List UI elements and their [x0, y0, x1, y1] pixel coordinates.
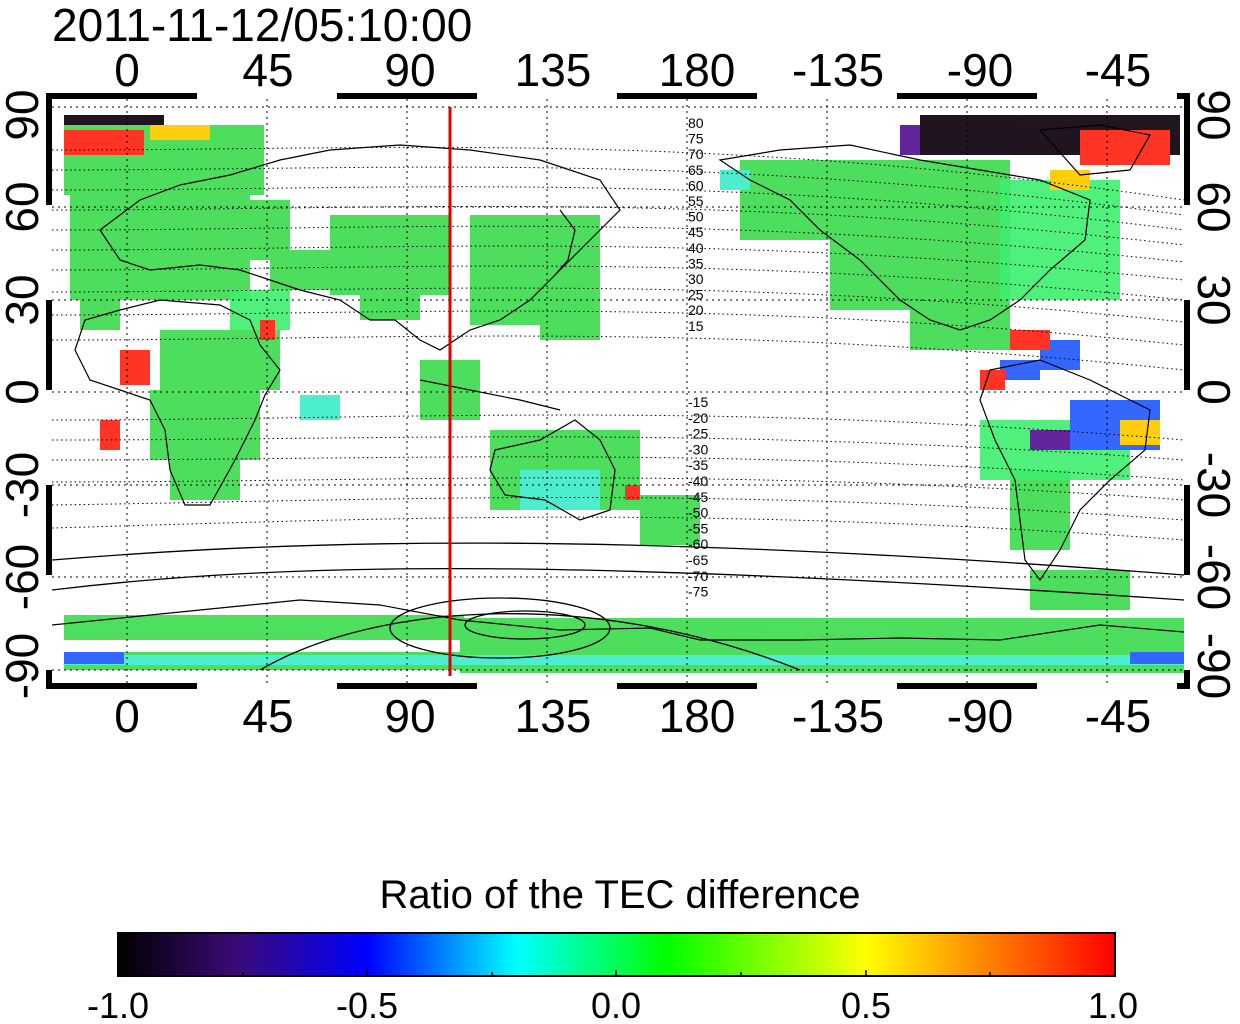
contour-label: -20 [688, 410, 708, 426]
lon-tick-top: -90 [947, 44, 1013, 96]
contour-label: 75 [688, 131, 704, 147]
contour-label: -75 [688, 584, 708, 600]
colorbar-tick-label: 1.0 [1088, 985, 1138, 1024]
colorbar-title: Ratio of the TEC difference [379, 873, 861, 917]
lon-tick-top: -135 [792, 44, 884, 96]
colorbar-tick-label: -1.0 [87, 985, 149, 1024]
lon-tick-bottom: -135 [792, 690, 884, 742]
coastlines [52, 124, 1184, 641]
contour-label: -50 [688, 505, 708, 521]
lon-tick-top: 180 [659, 44, 736, 96]
contour-label: -70 [688, 568, 708, 584]
contour-label: 20 [688, 302, 704, 318]
auroral-contours-south [52, 542, 1184, 671]
contour-label: -25 [688, 426, 708, 442]
contour-label: -55 [688, 520, 708, 536]
contour-label: 30 [688, 271, 704, 287]
lon-axis-top: 0 45 90 135 180 -135 -90 -45 [114, 44, 1151, 96]
tec-data-layer [64, 115, 1184, 673]
lat-tick-right: -30 [1188, 452, 1240, 518]
contour-label: 80 [688, 115, 704, 131]
contour-labels-south: -15-20-25-30-35-40-45-50-55-60-65-70-75 [688, 394, 708, 600]
lat-tick-right: 0 [1188, 379, 1240, 405]
lon-tick-bottom: -90 [947, 690, 1013, 742]
africa-coast [74, 299, 281, 506]
lat-tick-right: 90 [1188, 89, 1240, 140]
lat-tick-left: -90 [0, 633, 48, 699]
lat-tick-left: 30 [0, 274, 48, 325]
contour-label: -35 [688, 457, 708, 473]
page-title: 2011-11-12/05:10:00 [52, 0, 473, 51]
contour-label: 60 [688, 177, 704, 193]
contour-label: -15 [688, 394, 708, 410]
contour-label: 50 [688, 209, 704, 225]
colorbar-gradient [117, 932, 1116, 977]
colorbar-tick-label: -0.5 [336, 985, 398, 1024]
colorbar: -1.0 -0.5 0.0 0.5 1.0 [87, 932, 1138, 1024]
lat-tick-left: 60 [0, 181, 48, 232]
contour-label: 35 [688, 255, 704, 271]
japan-coast [554, 209, 576, 276]
lat-tick-right: 30 [1188, 274, 1240, 325]
lat-axis-left: 90 60 30 0 -30 -60 -90 [0, 89, 48, 699]
indonesia-coast [419, 379, 561, 411]
contour-label: -45 [688, 489, 708, 505]
lat-tick-left: 0 [0, 379, 48, 405]
colorbar-tick-label: 0.0 [591, 985, 641, 1024]
lon-tick-bottom: 135 [515, 690, 592, 742]
colorbar-tick-label: 0.5 [841, 985, 891, 1024]
lon-tick-top: -45 [1085, 44, 1151, 96]
lon-tick-bottom: 90 [384, 690, 435, 742]
lon-tick-top: 90 [384, 44, 435, 96]
lon-tick-bottom: 0 [114, 690, 140, 742]
greenland-coast [1038, 124, 1151, 176]
contour-label: 15 [688, 318, 704, 334]
contour-label: -30 [688, 441, 708, 457]
lon-tick-top: 135 [515, 44, 592, 96]
north-america-coast [718, 144, 1091, 331]
contour-label: 25 [688, 287, 704, 303]
lon-tick-top: 45 [242, 44, 293, 96]
lat-axis-right: 90 60 30 0 -30 -60 -90 [1188, 89, 1240, 699]
australia-coast [489, 419, 616, 521]
lon-tick-bottom: -45 [1085, 690, 1151, 742]
contour-label: -40 [688, 473, 708, 489]
contour-label: 40 [688, 240, 704, 256]
lat-tick-left: -60 [0, 544, 48, 610]
colorbar-ticks [242, 970, 991, 976]
lon-tick-top: 0 [114, 44, 140, 96]
colorbar-tick-labels: -1.0 -0.5 0.0 0.5 1.0 [87, 985, 1138, 1024]
lat-tick-right: -60 [1188, 544, 1240, 610]
frame-bar-segments [46, 93, 1190, 689]
antarctica-coast [52, 599, 1184, 641]
contour-label: 70 [688, 146, 704, 162]
lat-tick-left: 90 [0, 89, 48, 140]
lat-tick-right: 60 [1188, 181, 1240, 232]
contour-label: 65 [688, 162, 704, 178]
lat-tick-right: -90 [1188, 633, 1240, 699]
south-america-coast [979, 359, 1151, 582]
contour-label: -60 [688, 536, 708, 552]
lon-axis-bottom: 0 45 90 135 180 -135 -90 -45 [114, 690, 1151, 742]
lat-tick-left: -30 [0, 452, 48, 518]
map-gridlines [52, 99, 1184, 683]
contour-label: -65 [688, 552, 708, 568]
contour-label: 55 [688, 193, 704, 209]
lon-tick-bottom: 45 [242, 690, 293, 742]
lon-tick-bottom: 180 [659, 690, 736, 742]
europe-asia-coast [99, 144, 621, 351]
contour-label: 45 [688, 224, 704, 240]
